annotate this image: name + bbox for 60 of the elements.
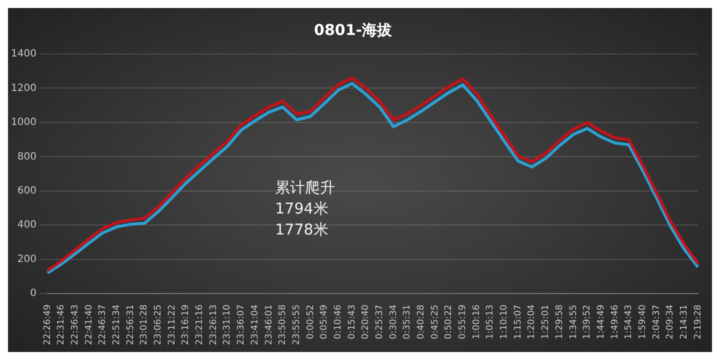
x-tick-label: 23:16:19 (181, 304, 192, 345)
x-tick-label: 0:05:49 (320, 304, 330, 340)
x-tick-label: 0:10:46 (333, 304, 344, 340)
x-tick-label: 23:31:10 (222, 304, 233, 345)
x-tick-label: 22:31:46 (56, 304, 67, 345)
x-tick-label: 1:44:49 (596, 304, 606, 340)
y-tick-label: 1400 (10, 48, 36, 60)
x-tick-label: 22:46:37 (98, 304, 108, 345)
x-tick-label: 1:29:58 (554, 304, 565, 340)
x-tick-label: 23:26:13 (208, 304, 219, 345)
x-tick-label: 1:10:10 (500, 304, 510, 340)
x-tick-label: 23:06:25 (154, 304, 164, 345)
x-tick-label: 0:35:31 (402, 304, 413, 340)
x-tick-label: 0:45:25 (430, 304, 440, 340)
y-tick-label: 400 (17, 220, 36, 231)
annotation: 1778米 (275, 220, 328, 238)
annotation: 累计爬升 (275, 178, 336, 196)
x-tick-label: 2:14:31 (680, 304, 690, 340)
x-tick-label: 1:49:46 (610, 304, 620, 340)
x-tick-label: 1:39:52 (582, 304, 593, 340)
x-tick-label: 22:51:34 (112, 304, 122, 345)
x-tick-label: 23:55:55 (292, 304, 302, 345)
x-tick-label: 23:50:58 (278, 304, 288, 345)
x-tick-label: 23:21:16 (195, 304, 206, 345)
x-tick-label: 1:34:55 (568, 304, 579, 340)
x-tick-label: 22:56:31 (126, 304, 136, 345)
y-tick-label: 1000 (10, 117, 36, 128)
x-tick-label: 23:11:22 (167, 304, 178, 345)
x-tick-label: 23:46:01 (264, 304, 274, 345)
x-tick-label: 23:36:07 (236, 304, 247, 345)
x-tick-label: 1:20:04 (527, 304, 538, 340)
x-tick-label: 2:04:37 (652, 304, 662, 340)
x-tick-label: 1:15:07 (513, 304, 524, 340)
x-tick-label: 0:40:28 (416, 304, 427, 340)
x-tick-label: 0:50:22 (444, 304, 454, 340)
x-tick-label: 23:01:28 (140, 304, 150, 345)
x-tick-label: 22:41:40 (84, 304, 94, 345)
x-tick-label: 0:15:43 (347, 304, 358, 340)
x-tick-label: 0:00:52 (306, 304, 316, 340)
x-tick-label: 0:25:37 (374, 304, 385, 340)
x-tick-label: 0:30:34 (388, 304, 399, 340)
x-tick-label: 1:00:16 (472, 304, 482, 340)
x-tick-label: 1:05:13 (486, 304, 496, 340)
y-tick-label: 200 (17, 254, 36, 265)
chart-title: 0801-海拔 (314, 20, 393, 39)
annotation: 1794米 (275, 199, 328, 218)
x-tick-label: 1:54:43 (624, 304, 634, 340)
x-tick-label: 22:26:49 (42, 304, 53, 345)
x-tick-label: 0:55:19 (458, 304, 468, 340)
y-tick-label: 600 (17, 185, 36, 196)
x-tick-label: 1:25:01 (541, 304, 552, 340)
x-tick-label: 0:20:40 (361, 304, 372, 340)
x-tick-label: 2:09:34 (666, 304, 676, 340)
x-tick-label: 2:19:28 (693, 304, 704, 340)
y-tick-label: 0 (30, 288, 36, 300)
y-tick-label: 800 (17, 151, 36, 162)
x-tick-label: 22:36:43 (70, 304, 80, 345)
x-tick-label: 1:59:40 (638, 304, 648, 340)
x-tick-label: 23:41:04 (250, 304, 260, 345)
y-tick-label: 1200 (10, 82, 36, 94)
